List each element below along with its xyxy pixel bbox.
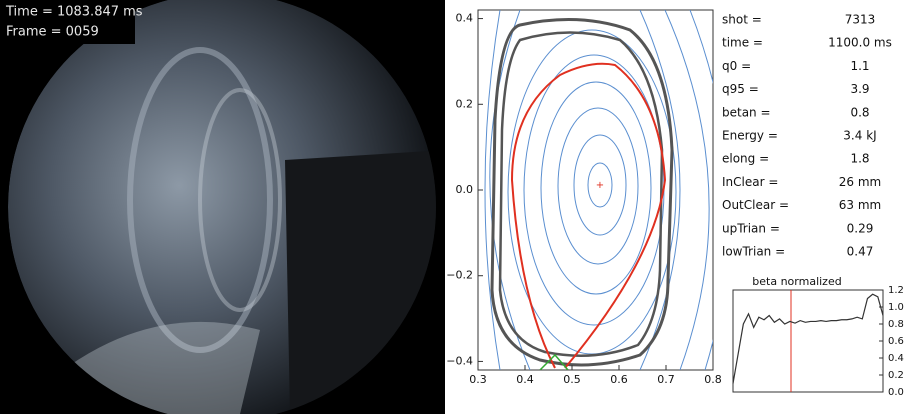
y-tick-label: 1.0 [888,302,904,313]
param-value: 1100.0 ms [828,36,892,50]
param-name: q95 = [722,82,759,96]
param-value: 3.4 kJ [843,129,876,143]
y-tick-label: −0.2 [446,269,473,282]
y-tick-label: 0.8 [888,319,904,330]
y-tick-label: 0.4 [888,353,904,364]
param-name: shot = [722,13,762,27]
y-tick-label: 0.0 [456,183,474,196]
magnetic-axis: + [596,180,604,191]
param-value: 0.8 [850,105,869,119]
y-tick-label: 0.4 [456,12,474,25]
y-tick-label: 0.2 [456,97,474,110]
y-tick-label: 0.6 [888,336,904,347]
frame-label: Frame = 0059 [6,25,99,40]
x-tick-label: 0.8 [704,373,722,386]
x-tick-label: 0.3 [469,373,487,386]
param-value: 1.8 [850,152,869,166]
param-value: 26 mm [839,175,881,189]
param-name: time = [722,36,763,50]
y-tick-label: 0.0 [888,387,904,398]
y-tick-label: 0.2 [888,370,904,381]
param-value: 0.47 [847,245,874,259]
param-name: elong = [722,152,769,166]
figure: Time = 1083.847 ms Frame = 0059 + shot =… [0,0,918,414]
y-tick-label: 1.2 [888,285,904,296]
inset-title: beta normalized [752,275,841,288]
param-name: q0 = [722,59,751,73]
param-name: upTrian = [722,221,780,235]
param-name: betan = [722,105,771,119]
time-label: Time = 1083.847 ms [5,5,143,20]
param-name: Energy = [722,129,778,143]
param-value: 0.29 [847,221,874,235]
param-value: 3.9 [850,82,869,96]
param-name: lowTrian = [722,245,785,259]
param-value: 63 mm [839,198,881,212]
x-tick-label: 0.7 [657,373,675,386]
param-name: InClear = [722,175,778,189]
camera-view: Time = 1083.847 ms Frame = 0059 [0,0,445,414]
x-tick-label: 0.6 [610,373,628,386]
param-name: OutClear = [722,198,789,212]
parameter-table: shot = 7313 time = 1100.0 ms q0 = 1.1 q95 = 3.9… [722,13,892,259]
param-value: 7313 [845,13,876,27]
param-value: 1.1 [850,59,869,73]
inset-frame [733,290,883,392]
y-tick-label: −0.4 [446,354,473,367]
x-tick-label: 0.5 [563,373,581,386]
x-tick-label: 0.4 [516,373,534,386]
